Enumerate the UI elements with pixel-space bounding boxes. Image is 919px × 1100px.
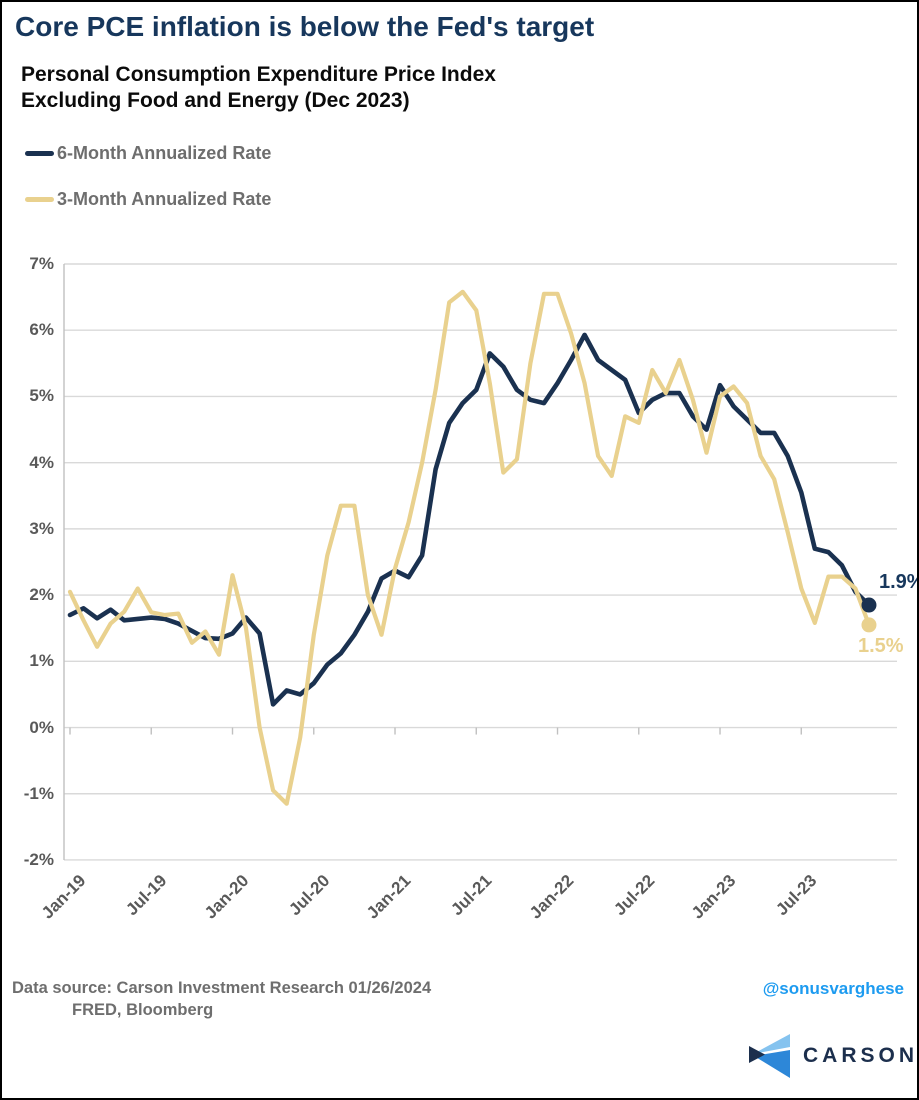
- data-label-6-month: 1.9%: [879, 571, 917, 593]
- y-axis-label: 3%: [29, 518, 54, 538]
- legend-item-6-month: 6-Month Annualized Rate: [25, 142, 271, 164]
- logo-triangle-navy: [749, 1046, 765, 1063]
- twitter-handle[interactable]: @sonusvarghese: [762, 979, 904, 998]
- carson-logo-icon: [749, 1034, 790, 1078]
- y-axis-label: -2%: [23, 849, 54, 869]
- subtitle-line-1: Personal Consumption Expenditure Price I…: [21, 63, 496, 86]
- data-source-line-1: Data source: Carson Investment Research …: [12, 979, 432, 997]
- end-dot-6-month: [861, 597, 877, 613]
- carson-logo: CARSON: [746, 1033, 919, 1079]
- series-line-6-month: [67, 332, 872, 707]
- legend-line-swatch-gold: [25, 196, 54, 202]
- y-axis-label: 1%: [29, 651, 54, 671]
- line-chart: [63, 263, 897, 861]
- chart-legend: 6-Month Annualized Rate 3-Month Annualiz…: [25, 142, 271, 234]
- end-dot-3-month: [861, 617, 877, 633]
- data-source-line-2: FRED, Bloomberg: [72, 1001, 214, 1019]
- legend-label: 6-Month Annualized Rate: [57, 142, 272, 163]
- y-axis-label: -1%: [23, 783, 54, 803]
- legend-label: 3-Month Annualized Rate: [57, 188, 272, 209]
- y-axis-label: 0%: [29, 717, 54, 737]
- y-axis-label: 4%: [29, 452, 54, 472]
- y-axis-label: 7%: [29, 254, 54, 273]
- logo-triangle-blue: [754, 1050, 790, 1078]
- page-title: Core PCE inflation is below the Fed's ta…: [15, 11, 595, 42]
- y-axis-label: 6%: [29, 320, 54, 340]
- y-axis-label: 5%: [29, 386, 54, 406]
- carson-logo-text: CARSON: [803, 1044, 919, 1067]
- chart-subtitle: Personal Consumption Expenditure Price I…: [21, 62, 496, 115]
- y-axis-label: 2%: [29, 585, 54, 605]
- data-label-3-month: 1.5%: [858, 635, 904, 657]
- series-line-3-month: [67, 289, 872, 806]
- legend-line-swatch-navy: [25, 150, 54, 156]
- subtitle-line-2: Excluding Food and Energy (Dec 2023): [21, 89, 410, 113]
- legend-item-3-month: 3-Month Annualized Rate: [25, 188, 271, 210]
- logo-triangle-light: [753, 1034, 790, 1054]
